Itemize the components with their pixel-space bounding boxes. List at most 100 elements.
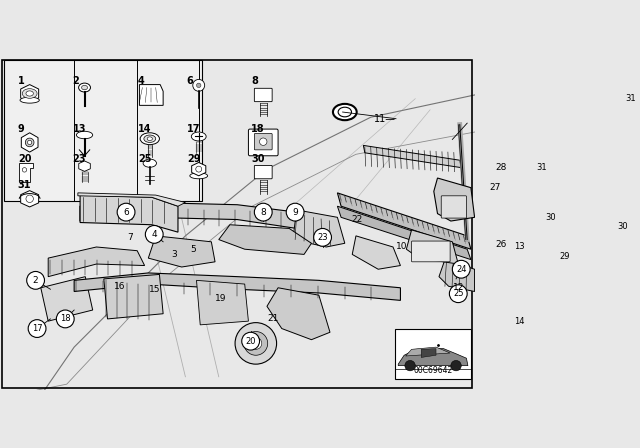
Polygon shape bbox=[78, 193, 186, 206]
Polygon shape bbox=[74, 273, 401, 300]
FancyBboxPatch shape bbox=[254, 165, 272, 179]
Text: 22: 22 bbox=[352, 215, 363, 224]
Text: 8: 8 bbox=[252, 77, 259, 86]
Polygon shape bbox=[352, 236, 401, 269]
Circle shape bbox=[541, 208, 559, 226]
Ellipse shape bbox=[81, 85, 88, 90]
Polygon shape bbox=[80, 195, 178, 232]
Text: 30: 30 bbox=[252, 154, 265, 164]
Ellipse shape bbox=[20, 97, 39, 103]
Polygon shape bbox=[196, 280, 248, 325]
Text: 7: 7 bbox=[127, 233, 132, 242]
Text: 14: 14 bbox=[138, 124, 152, 134]
Text: 27: 27 bbox=[490, 183, 501, 192]
Polygon shape bbox=[219, 225, 312, 254]
Circle shape bbox=[193, 79, 205, 91]
Circle shape bbox=[510, 238, 528, 256]
Text: 12: 12 bbox=[452, 283, 464, 292]
Polygon shape bbox=[148, 236, 215, 267]
Circle shape bbox=[405, 361, 415, 371]
Circle shape bbox=[532, 159, 550, 177]
Text: 18: 18 bbox=[252, 124, 265, 134]
Circle shape bbox=[614, 218, 632, 236]
Text: 13: 13 bbox=[73, 124, 86, 134]
Text: 28: 28 bbox=[495, 163, 507, 172]
FancyBboxPatch shape bbox=[254, 134, 272, 150]
Circle shape bbox=[621, 90, 639, 108]
Text: 31: 31 bbox=[625, 94, 636, 103]
Polygon shape bbox=[434, 178, 475, 221]
Circle shape bbox=[556, 248, 574, 266]
Polygon shape bbox=[337, 206, 471, 259]
Text: 31: 31 bbox=[536, 163, 547, 172]
Text: 16: 16 bbox=[115, 282, 126, 291]
Text: 5: 5 bbox=[190, 245, 196, 254]
Circle shape bbox=[286, 203, 304, 221]
FancyBboxPatch shape bbox=[254, 88, 272, 102]
Text: 14: 14 bbox=[514, 317, 524, 326]
Ellipse shape bbox=[333, 104, 356, 120]
Polygon shape bbox=[21, 133, 38, 152]
Circle shape bbox=[452, 260, 470, 278]
Ellipse shape bbox=[143, 159, 156, 167]
Ellipse shape bbox=[191, 132, 206, 141]
Polygon shape bbox=[80, 202, 296, 228]
Polygon shape bbox=[439, 259, 475, 292]
Text: 9: 9 bbox=[18, 124, 24, 134]
Ellipse shape bbox=[140, 133, 159, 145]
Circle shape bbox=[250, 337, 262, 349]
Polygon shape bbox=[421, 349, 436, 358]
Ellipse shape bbox=[22, 89, 37, 98]
Text: 2: 2 bbox=[73, 77, 79, 86]
Text: 25: 25 bbox=[453, 289, 463, 298]
Text: 20: 20 bbox=[245, 336, 256, 346]
Ellipse shape bbox=[147, 137, 152, 141]
Polygon shape bbox=[406, 230, 458, 264]
Text: 4: 4 bbox=[138, 77, 145, 86]
Circle shape bbox=[451, 361, 461, 371]
Text: 2: 2 bbox=[33, 276, 38, 285]
Circle shape bbox=[196, 83, 201, 87]
Text: 25: 25 bbox=[138, 154, 152, 164]
Text: 23: 23 bbox=[317, 233, 328, 242]
Polygon shape bbox=[79, 161, 90, 171]
Text: 17: 17 bbox=[32, 324, 42, 333]
Text: 18: 18 bbox=[60, 314, 70, 323]
Ellipse shape bbox=[338, 107, 351, 117]
Text: 23: 23 bbox=[73, 154, 86, 164]
Polygon shape bbox=[267, 288, 330, 340]
Text: 11—: 11— bbox=[374, 114, 396, 124]
Circle shape bbox=[27, 271, 45, 289]
Text: 19: 19 bbox=[215, 294, 227, 303]
Text: 10: 10 bbox=[396, 242, 408, 251]
Text: 6: 6 bbox=[187, 77, 194, 86]
Text: 3: 3 bbox=[172, 250, 177, 259]
Text: 8: 8 bbox=[260, 207, 266, 217]
Text: 4: 4 bbox=[152, 230, 157, 239]
Circle shape bbox=[56, 310, 74, 328]
Ellipse shape bbox=[76, 131, 93, 139]
Circle shape bbox=[28, 140, 32, 145]
Circle shape bbox=[449, 285, 467, 302]
Circle shape bbox=[242, 332, 260, 350]
Circle shape bbox=[314, 228, 332, 246]
Polygon shape bbox=[398, 349, 468, 366]
Circle shape bbox=[254, 203, 272, 221]
Ellipse shape bbox=[190, 173, 207, 179]
Text: 29: 29 bbox=[560, 252, 570, 261]
Text: 9: 9 bbox=[292, 207, 298, 217]
Polygon shape bbox=[364, 146, 461, 168]
Text: 6: 6 bbox=[123, 207, 129, 217]
Polygon shape bbox=[406, 347, 450, 356]
Polygon shape bbox=[191, 163, 206, 176]
Text: 24: 24 bbox=[456, 265, 467, 274]
Circle shape bbox=[26, 138, 34, 147]
Text: 20: 20 bbox=[18, 154, 31, 164]
Text: 29: 29 bbox=[187, 154, 200, 164]
Text: 1: 1 bbox=[18, 77, 24, 86]
Ellipse shape bbox=[26, 91, 33, 96]
Polygon shape bbox=[20, 85, 38, 103]
Text: 30: 30 bbox=[545, 213, 556, 222]
FancyBboxPatch shape bbox=[441, 196, 467, 218]
Text: 15: 15 bbox=[148, 285, 160, 294]
